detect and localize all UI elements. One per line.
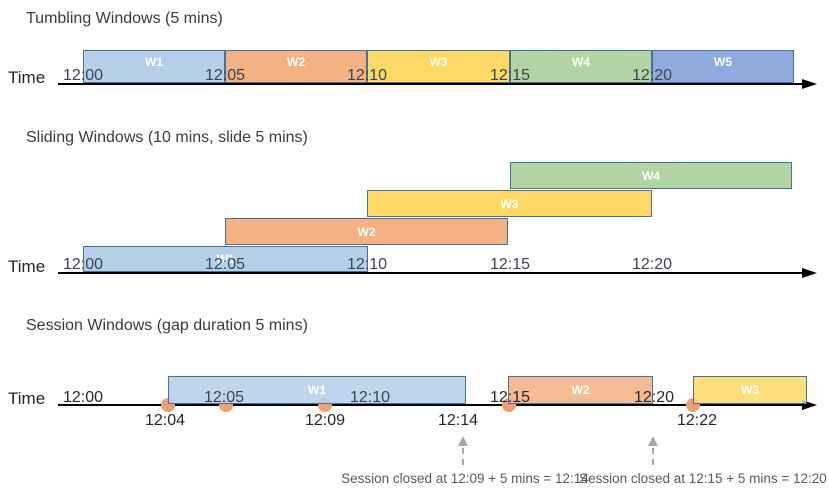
session-tick-1200: 12:00 (62, 389, 104, 406)
tumbling-window-w4: W4 (510, 50, 652, 83)
annotation-arrow-icon-2 (648, 436, 658, 446)
tumbling-time-caption: Time (8, 68, 46, 87)
window-label: W1 (308, 383, 326, 397)
window-label: W3 (741, 383, 759, 397)
tumbling-axis-arrow-icon (802, 79, 817, 89)
tumbling-window-w1: W1 (83, 50, 225, 83)
sliding-title: Sliding Windows (10 mins, slide 5 mins) (26, 129, 308, 146)
sliding-window-w2: W2 (225, 218, 508, 245)
event-label-1222: 12:22 (676, 412, 718, 429)
session-tick-1210: 12:10 (349, 389, 391, 406)
sliding-tick-1220: 12:20 (631, 256, 673, 273)
sliding-window-w3: W3 (367, 190, 652, 217)
session-window-w1: W1 (168, 376, 466, 404)
tumbling-window-w3: W3 (367, 50, 510, 83)
sliding-tick-1205: 12:05 (204, 256, 246, 273)
tumbling-tick-1210: 12:10 (346, 67, 388, 84)
tumbling-tick-1205: 12:05 (204, 67, 246, 84)
window-label: W2 (287, 55, 305, 69)
window-label: W3 (500, 196, 519, 211)
session-window-w3: W3 (693, 376, 807, 404)
window-label: W1 (145, 55, 163, 69)
window-label: W4 (572, 55, 590, 69)
tumbling-tick-1200: 12:00 (62, 67, 104, 84)
session-window-w2: W2 (508, 376, 653, 404)
session-tick-1215: 12:15 (489, 389, 531, 406)
window-label: W5 (714, 55, 732, 69)
annotation-arrow-icon-1 (458, 436, 468, 446)
annotation-arrow-line-2 (652, 448, 654, 465)
session-axis-line (58, 404, 804, 406)
session-tick-1220: 12:20 (633, 389, 675, 406)
window-label: W4 (642, 168, 660, 183)
event-label-1209: 12:09 (304, 412, 346, 429)
tumbling-window-w2: W2 (225, 50, 367, 83)
tumbling-tick-1220: 12:20 (631, 67, 673, 84)
tumbling-window-w5: W5 (652, 50, 794, 83)
event-label-1214: 12:14 (437, 412, 479, 429)
session-title: Session Windows (gap duration 5 mins) (26, 317, 308, 334)
window-label: W1 (216, 252, 235, 266)
sliding-axis-arrow-icon (802, 268, 817, 278)
sliding-window-w4: W4 (510, 162, 792, 189)
window-label: W2 (571, 383, 590, 397)
sliding-time-caption: Time (8, 257, 46, 276)
session-tick-1205: 12:05 (203, 389, 245, 406)
session-axis-arrow-icon (802, 400, 817, 410)
sliding-window-w1: W1 (83, 246, 368, 272)
sliding-axis-line (58, 272, 804, 274)
session-annotation-2: Session closed at 12:15 + 5 mins = 12:20 (579, 471, 827, 486)
sliding-tick-1210: 12:10 (346, 256, 388, 273)
sliding-tick-1200: 12:00 (62, 256, 104, 273)
tumbling-tick-1215: 12:15 (489, 67, 531, 84)
annotation-arrow-line-1 (462, 448, 464, 465)
window-label: W3 (429, 55, 448, 69)
sliding-tick-1215: 12:15 (489, 256, 531, 273)
window-label: W2 (357, 224, 376, 239)
tumbling-axis-line (58, 83, 804, 85)
event-label-1204: 12:04 (144, 412, 186, 429)
session-time-caption: Time (8, 389, 46, 408)
session-annotation-1: Session closed at 12:09 + 5 mins = 12:14 (341, 471, 589, 486)
tumbling-title: Tumbling Windows (5 mins) (26, 10, 223, 27)
